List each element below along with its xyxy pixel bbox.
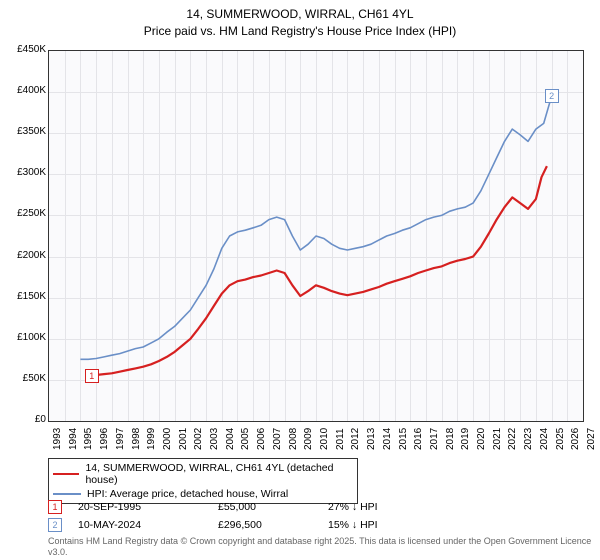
title-block: 14, SUMMERWOOD, WIRRAL, CH61 4YL Price p… [0, 0, 600, 40]
title-line2: Price paid vs. HM Land Registry's House … [0, 23, 600, 40]
table-pct: 27% ↓ HPI [328, 501, 438, 513]
series-line [92, 166, 547, 376]
table-pct: 15% ↓ HPI [328, 519, 438, 531]
x-axis-label: 2025 [555, 428, 566, 450]
series-svg [49, 51, 583, 421]
legend-row: 14, SUMMERWOOD, WIRRAL, CH61 4YL (detach… [53, 461, 353, 487]
chart-marker: 1 [85, 369, 99, 383]
x-axis-label: 2018 [445, 428, 456, 450]
sales-table: 1 20-SEP-1995£55,00027% ↓ HPI 2 10-MAY-2024… [48, 498, 438, 534]
legend-swatch [53, 493, 81, 495]
x-axis-label: 2026 [570, 428, 581, 450]
x-axis-label: 2001 [178, 428, 189, 450]
x-axis-label: 1995 [83, 428, 94, 450]
y-axis-label: £100K [2, 332, 46, 343]
chart-container: 14, SUMMERWOOD, WIRRAL, CH61 4YL Price p… [0, 0, 600, 560]
x-axis-label: 1999 [146, 428, 157, 450]
x-axis-label: 1997 [115, 428, 126, 450]
x-axis-label: 2020 [476, 428, 487, 450]
table-price: £296,500 [218, 519, 328, 531]
x-axis-label: 2024 [539, 428, 550, 450]
x-axis-label: 2012 [350, 428, 361, 450]
x-axis-label: 2023 [523, 428, 534, 450]
y-axis-label: £250K [2, 208, 46, 219]
sales-table-row: 1 20-SEP-1995£55,00027% ↓ HPI [48, 498, 438, 516]
y-axis-label: £300K [2, 167, 46, 178]
y-axis-label: £50K [2, 373, 46, 384]
x-axis-label: 2013 [366, 428, 377, 450]
y-axis-label: £450K [2, 44, 46, 55]
x-axis-label: 2007 [272, 428, 283, 450]
x-axis-label: 2022 [507, 428, 518, 450]
x-axis-label: 2006 [256, 428, 267, 450]
y-axis-label: £150K [2, 291, 46, 302]
y-axis-label: £350K [2, 126, 46, 137]
table-price: £55,000 [218, 501, 328, 513]
footer-note: Contains HM Land Registry data © Crown c… [48, 536, 600, 558]
x-axis-label: 2011 [335, 428, 346, 450]
x-axis-label: 2008 [288, 428, 299, 450]
y-axis-label: £0 [2, 414, 46, 425]
x-axis-label: 2021 [492, 428, 503, 450]
chart-plot-area: 12 [48, 50, 584, 422]
x-axis-label: 1996 [99, 428, 110, 450]
chart-marker: 2 [545, 89, 559, 103]
x-axis-label: 2002 [193, 428, 204, 450]
x-axis-label: 2014 [382, 428, 393, 450]
x-axis-label: 2019 [460, 428, 471, 450]
x-axis-label: 2016 [413, 428, 424, 450]
title-line1: 14, SUMMERWOOD, WIRRAL, CH61 4YL [0, 6, 600, 23]
x-axis-label: 2015 [398, 428, 409, 450]
x-axis-label: 2004 [225, 428, 236, 450]
sales-table-row: 2 10-MAY-2024£296,50015% ↓ HPI [48, 516, 438, 534]
x-axis-label: 1993 [52, 428, 63, 450]
y-axis-label: £200K [2, 250, 46, 261]
x-axis-label: 2017 [429, 428, 440, 450]
x-axis-label: 2005 [240, 428, 251, 450]
table-marker: 2 [48, 518, 62, 532]
series-line [80, 96, 551, 359]
x-axis-label: 1994 [68, 428, 79, 450]
x-axis-label: 2003 [209, 428, 220, 450]
y-axis-label: £400K [2, 85, 46, 96]
table-marker: 1 [48, 500, 62, 514]
x-axis-label: 2027 [586, 428, 597, 450]
table-date: 20-SEP-1995 [78, 501, 218, 513]
x-axis-label: 2000 [162, 428, 173, 450]
x-axis-label: 1998 [131, 428, 142, 450]
legend-swatch [53, 473, 79, 475]
table-date: 10-MAY-2024 [78, 519, 218, 531]
legend-label: 14, SUMMERWOOD, WIRRAL, CH61 4YL (detach… [85, 462, 353, 486]
x-axis-label: 2009 [303, 428, 314, 450]
x-axis-label: 2010 [319, 428, 330, 450]
